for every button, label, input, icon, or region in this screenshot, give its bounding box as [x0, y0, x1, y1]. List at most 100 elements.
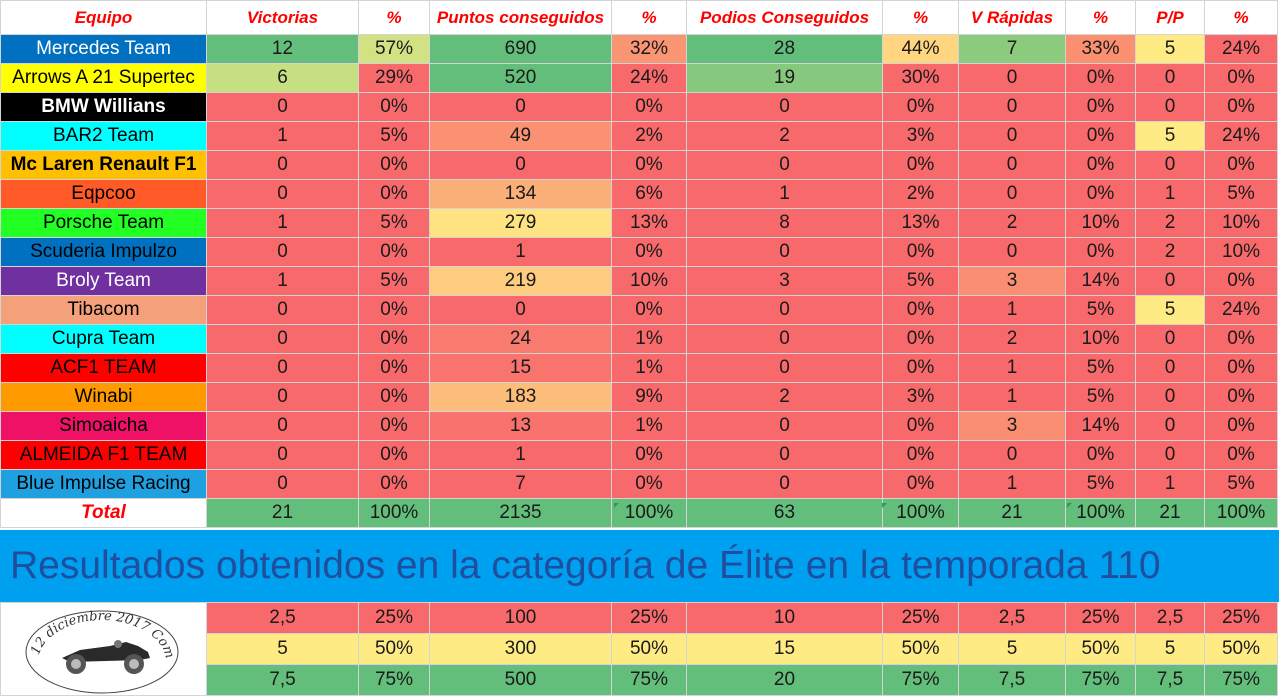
value-cell[interactable]: 5% — [358, 208, 430, 238]
value-cell[interactable]: 0% — [611, 295, 687, 325]
value-cell[interactable]: 0 — [1135, 440, 1205, 470]
reference-value-cell[interactable]: 50% — [1065, 633, 1136, 665]
value-cell[interactable]: 1 — [1135, 469, 1205, 499]
value-cell[interactable]: 12 — [206, 34, 359, 64]
value-cell[interactable]: 0% — [1065, 92, 1136, 122]
reference-value-cell[interactable]: 2,5 — [958, 602, 1066, 634]
value-cell[interactable]: 0 — [206, 411, 359, 441]
total-value-cell[interactable]: 100% — [358, 498, 430, 528]
value-cell[interactable]: 5% — [358, 266, 430, 296]
value-cell[interactable]: 49 — [429, 121, 612, 151]
value-cell[interactable]: 0 — [1135, 353, 1205, 383]
total-value-cell[interactable]: 100% — [882, 498, 959, 528]
value-cell[interactable]: 0 — [958, 440, 1066, 470]
value-cell[interactable]: 5 — [1135, 34, 1205, 64]
value-cell[interactable]: 24% — [1204, 121, 1278, 151]
value-cell[interactable]: 0 — [686, 411, 883, 441]
value-cell[interactable]: 5% — [882, 266, 959, 296]
reference-value-cell[interactable]: 5 — [958, 633, 1066, 665]
value-cell[interactable]: 0 — [686, 150, 883, 180]
value-cell[interactable]: 0 — [206, 353, 359, 383]
value-cell[interactable]: 0 — [686, 324, 883, 354]
value-cell[interactable]: 520 — [429, 63, 612, 93]
reference-value-cell[interactable]: 15 — [686, 633, 883, 665]
value-cell[interactable]: 24% — [1204, 295, 1278, 325]
team-name-cell[interactable]: Arrows A 21 Supertec — [0, 63, 207, 93]
value-cell[interactable]: 44% — [882, 34, 959, 64]
value-cell[interactable]: 0% — [611, 440, 687, 470]
value-cell[interactable]: 0 — [429, 92, 612, 122]
value-cell[interactable]: 1 — [958, 353, 1066, 383]
reference-value-cell[interactable]: 100 — [429, 602, 612, 634]
value-cell[interactable]: 0% — [882, 440, 959, 470]
value-cell[interactable]: 0% — [1065, 179, 1136, 209]
value-cell[interactable]: 9% — [611, 382, 687, 412]
value-cell[interactable]: 8 — [686, 208, 883, 238]
value-cell[interactable]: 5% — [1065, 382, 1136, 412]
value-cell[interactable]: 14% — [1065, 411, 1136, 441]
value-cell[interactable]: 2% — [882, 179, 959, 209]
value-cell[interactable]: 1 — [686, 179, 883, 209]
value-cell[interactable]: 0 — [206, 324, 359, 354]
reference-value-cell[interactable]: 5 — [206, 633, 359, 665]
value-cell[interactable]: 0 — [429, 295, 612, 325]
reference-value-cell[interactable]: 75% — [1204, 664, 1278, 696]
reference-value-cell[interactable]: 25% — [358, 602, 430, 634]
value-cell[interactable]: 2 — [1135, 208, 1205, 238]
value-cell[interactable]: 0% — [882, 295, 959, 325]
value-cell[interactable]: 0 — [686, 237, 883, 267]
value-cell[interactable]: 24 — [429, 324, 612, 354]
value-cell[interactable]: 5% — [1065, 353, 1136, 383]
value-cell[interactable]: 2 — [686, 121, 883, 151]
team-name-cell[interactable]: ACF1 TEAM — [0, 353, 207, 383]
value-cell[interactable]: 2 — [1135, 237, 1205, 267]
reference-value-cell[interactable]: 7,5 — [958, 664, 1066, 696]
value-cell[interactable]: 10% — [1065, 324, 1136, 354]
value-cell[interactable]: 0% — [882, 324, 959, 354]
team-name-cell[interactable]: ALMEIDA F1 TEAM — [0, 440, 207, 470]
value-cell[interactable]: 0 — [686, 295, 883, 325]
value-cell[interactable]: 5% — [1065, 469, 1136, 499]
value-cell[interactable]: 57% — [358, 34, 430, 64]
reference-value-cell[interactable]: 75% — [611, 664, 687, 696]
value-cell[interactable]: 24% — [1204, 34, 1278, 64]
total-value-cell[interactable]: 100% — [1065, 498, 1136, 528]
team-name-cell[interactable]: Mc Laren Renault F1 — [0, 150, 207, 180]
value-cell[interactable]: 0 — [206, 150, 359, 180]
value-cell[interactable]: 0 — [686, 440, 883, 470]
value-cell[interactable]: 2% — [611, 121, 687, 151]
reference-value-cell[interactable]: 75% — [882, 664, 959, 696]
value-cell[interactable]: 13% — [611, 208, 687, 238]
total-value-cell[interactable]: 63 — [686, 498, 883, 528]
value-cell[interactable]: 0 — [206, 469, 359, 499]
team-name-cell[interactable]: Simoaicha — [0, 411, 207, 441]
value-cell[interactable]: 32% — [611, 34, 687, 64]
value-cell[interactable]: 1% — [611, 324, 687, 354]
value-cell[interactable]: 1 — [958, 295, 1066, 325]
value-cell[interactable]: 6% — [611, 179, 687, 209]
value-cell[interactable]: 0 — [429, 150, 612, 180]
value-cell[interactable]: 2 — [958, 324, 1066, 354]
reference-value-cell[interactable]: 500 — [429, 664, 612, 696]
value-cell[interactable]: 29% — [358, 63, 430, 93]
reference-value-cell[interactable]: 25% — [1204, 602, 1278, 634]
value-cell[interactable]: 24% — [611, 63, 687, 93]
value-cell[interactable]: 2 — [686, 382, 883, 412]
reference-value-cell[interactable]: 7,5 — [1135, 664, 1205, 696]
value-cell[interactable]: 0% — [1065, 237, 1136, 267]
value-cell[interactable]: 0 — [206, 237, 359, 267]
value-cell[interactable]: 0% — [611, 469, 687, 499]
value-cell[interactable]: 0 — [1135, 266, 1205, 296]
total-value-cell[interactable]: 21 — [206, 498, 359, 528]
value-cell[interactable]: 1 — [206, 208, 359, 238]
value-cell[interactable]: 0% — [1065, 121, 1136, 151]
value-cell[interactable]: 0 — [686, 469, 883, 499]
value-cell[interactable]: 690 — [429, 34, 612, 64]
reference-value-cell[interactable]: 25% — [1065, 602, 1136, 634]
value-cell[interactable]: 0 — [686, 92, 883, 122]
reference-value-cell[interactable]: 50% — [358, 633, 430, 665]
total-value-cell[interactable]: 100% — [611, 498, 687, 528]
reference-value-cell[interactable]: 50% — [882, 633, 959, 665]
reference-value-cell[interactable]: 2,5 — [1135, 602, 1205, 634]
team-name-cell[interactable]: BMW Willians — [0, 92, 207, 122]
